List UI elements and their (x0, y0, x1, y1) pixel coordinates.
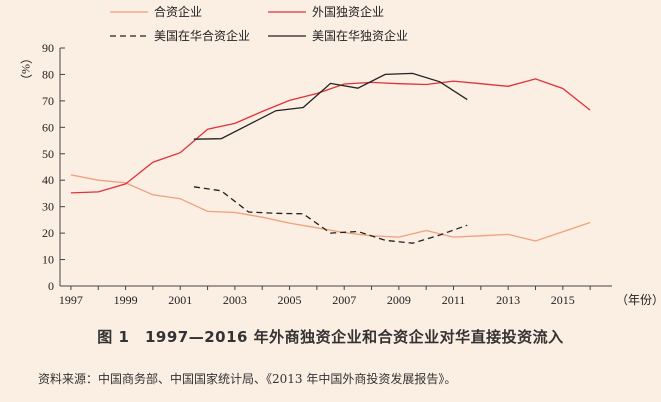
x-axis-ticks: 1997 1999 2001 2003 2005 2007 2009 2011 2013 2015 (59, 286, 591, 307)
y-axis-label: （%） (19, 52, 33, 86)
x-tick-label: 1997 (59, 293, 83, 307)
legend-label: 合资企业 (154, 4, 202, 19)
x-tick-label: 2011 (442, 293, 466, 307)
series-line (193, 186, 468, 244)
series-line (70, 174, 591, 242)
y-tick-label: 90 (42, 41, 54, 55)
y-tick-label: 70 (42, 94, 54, 108)
series-line (70, 78, 591, 194)
y-tick-label: 60 (42, 120, 54, 134)
y-tick-label: 40 (42, 173, 54, 187)
x-tick-label: 2001 (168, 293, 192, 307)
y-tick-label: 50 (42, 147, 54, 161)
source-note: 资料来源：中国商务部、中国国家统计局、《2013 年中国外商投资发展报告》。 (38, 372, 457, 386)
y-tick-label: 30 (42, 200, 54, 214)
x-tick-label: 2007 (332, 293, 356, 307)
legend-label: 美国在华合资企业 (154, 28, 250, 43)
x-tick-label: 2005 (278, 293, 302, 307)
x-tick-label: 2015 (551, 293, 575, 307)
legend-label: 外国独资企业 (312, 4, 384, 19)
x-tick-label: 2013 (496, 293, 520, 307)
y-tick-label: 20 (42, 226, 54, 240)
x-tick-label: 2003 (223, 293, 247, 307)
series-line (193, 72, 468, 140)
x-axis-label: （年份） (616, 293, 661, 307)
legend-label: 美国在华独资企业 (312, 28, 408, 43)
y-tick-label: 80 (42, 67, 54, 81)
y-axis-ticks: 0 10 20 30 40 50 60 70 80 90 (42, 41, 65, 293)
line-chart: 0 10 20 30 40 50 60 70 80 90 1997 1999 2001 2003 2005… (19, 4, 661, 307)
series-lines (70, 72, 591, 244)
figure-caption: 图 1 1997—2016 年外商独资企业和合资企业对华直接投资流入 (97, 328, 564, 346)
x-tick-label: 2009 (387, 293, 411, 307)
y-tick-label: 0 (48, 279, 54, 293)
x-tick-label: 1999 (114, 293, 138, 307)
y-tick-label: 10 (42, 253, 54, 267)
